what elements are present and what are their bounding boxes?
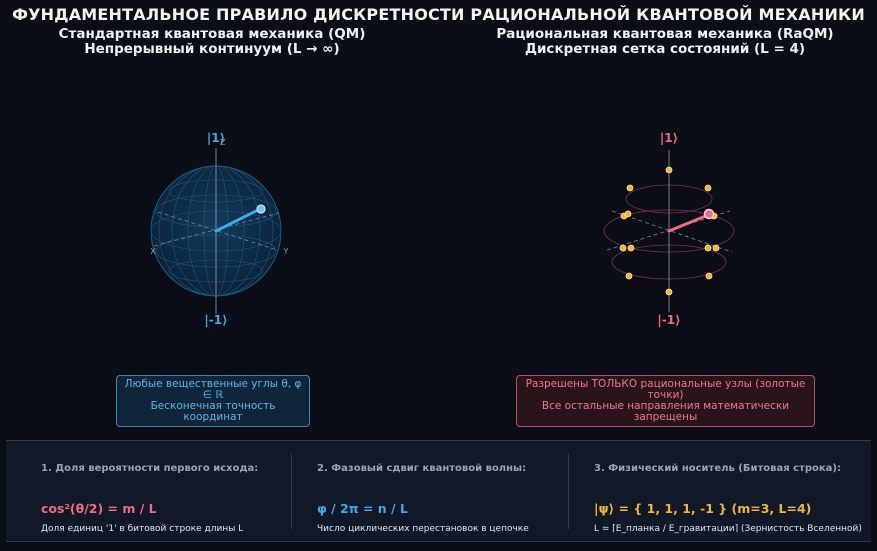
raqm-node [665, 288, 673, 296]
raqm-node [712, 244, 720, 252]
raqm-state-point [703, 208, 715, 220]
raqm-note-line1: Разрешены ТОЛЬКО рациональные узлы (золо… [525, 378, 806, 401]
bitstring-formula: |ψ⟩ = { 1, 1, 1, -1 } (m=3, L=4) [594, 501, 812, 516]
phase-formula: φ / 2π = n / L [317, 501, 408, 516]
raqm-node [625, 272, 633, 280]
qm-note-line2: Бесконечная точность координат [150, 400, 276, 423]
raqm-node [705, 272, 713, 280]
qm-bottom-state-label: |-1⟩ [204, 313, 227, 327]
raqm-panel-title: Рациональная квантовая механика (RaQM) Д… [455, 27, 875, 57]
raqm-node [627, 244, 635, 252]
qm-state-vector [214, 207, 262, 233]
raqm-title-line1: Рациональная квантовая механика (RaQM) [496, 26, 834, 42]
raqm-rational-nodes [619, 166, 720, 296]
raqm-note-box: Разрешены ТОЛЬКО рациональные узлы (золо… [516, 375, 815, 427]
probability-header: 1. Доля вероятности первого исхода: [41, 463, 259, 474]
bitstring-desc: L = ⌈E_планка / E_гравитации⌉ (Зернистос… [594, 524, 862, 534]
raqm-node [624, 210, 632, 218]
qm-title-line2: Непрерывный континуум (L → ∞) [84, 41, 340, 57]
qm-z-label: Z [220, 138, 226, 147]
qm-title-line1: Стандартная квантовая механика (QM) [58, 26, 366, 42]
phase-header: 2. Фазовый сдвиг квантовой волны: [317, 463, 527, 474]
bitstring-header: 3. Физический носитель (Битовая строка): [594, 463, 841, 474]
main-title: ФУНДАМЕНТАЛЬНОЕ ПРАВИЛО ДИСКРЕТНОСТИ РАЦ… [12, 5, 865, 24]
phase-desc: Число циклических перестановок в цепочке [317, 524, 529, 534]
raqm-top-state-label: |1⟩ [660, 131, 678, 145]
formula-footer: 1. Доля вероятности первого исхода: cos²… [6, 440, 871, 542]
raqm-node [704, 244, 712, 252]
footer-divider [291, 453, 292, 529]
raqm-node [665, 166, 673, 174]
raqm-node [619, 244, 627, 252]
raqm-title-line2: Дискретная сетка состояний (L = 4) [524, 41, 806, 57]
qm-panel-title: Стандартная квантовая механика (QM) Непр… [2, 27, 422, 57]
probability-formula: cos²(θ/2) = m / L [41, 501, 157, 516]
qm-y-label: Y [283, 247, 289, 256]
qm-note-box: Любые вещественные углы θ, φ ∈ ℝ Бесконе… [116, 375, 310, 427]
raqm-state-vector [667, 213, 710, 233]
qm-note-line1: Любые вещественные углы θ, φ ∈ ℝ [124, 378, 302, 401]
raqm-note-line2: Все остальные направления математически … [541, 400, 790, 423]
footer-divider [568, 453, 569, 529]
raqm-node [704, 184, 712, 192]
raqm-bottom-state-label: |-1⟩ [657, 313, 680, 327]
qm-x-label: X [150, 247, 156, 256]
probability-desc: Доля единиц '1' в битовой строке длины L [41, 524, 244, 534]
qm-top-state-label: |1⟩ [207, 131, 225, 145]
qm-state-point [256, 204, 266, 214]
raqm-x-axis [611, 210, 733, 253]
raqm-node [626, 184, 634, 192]
